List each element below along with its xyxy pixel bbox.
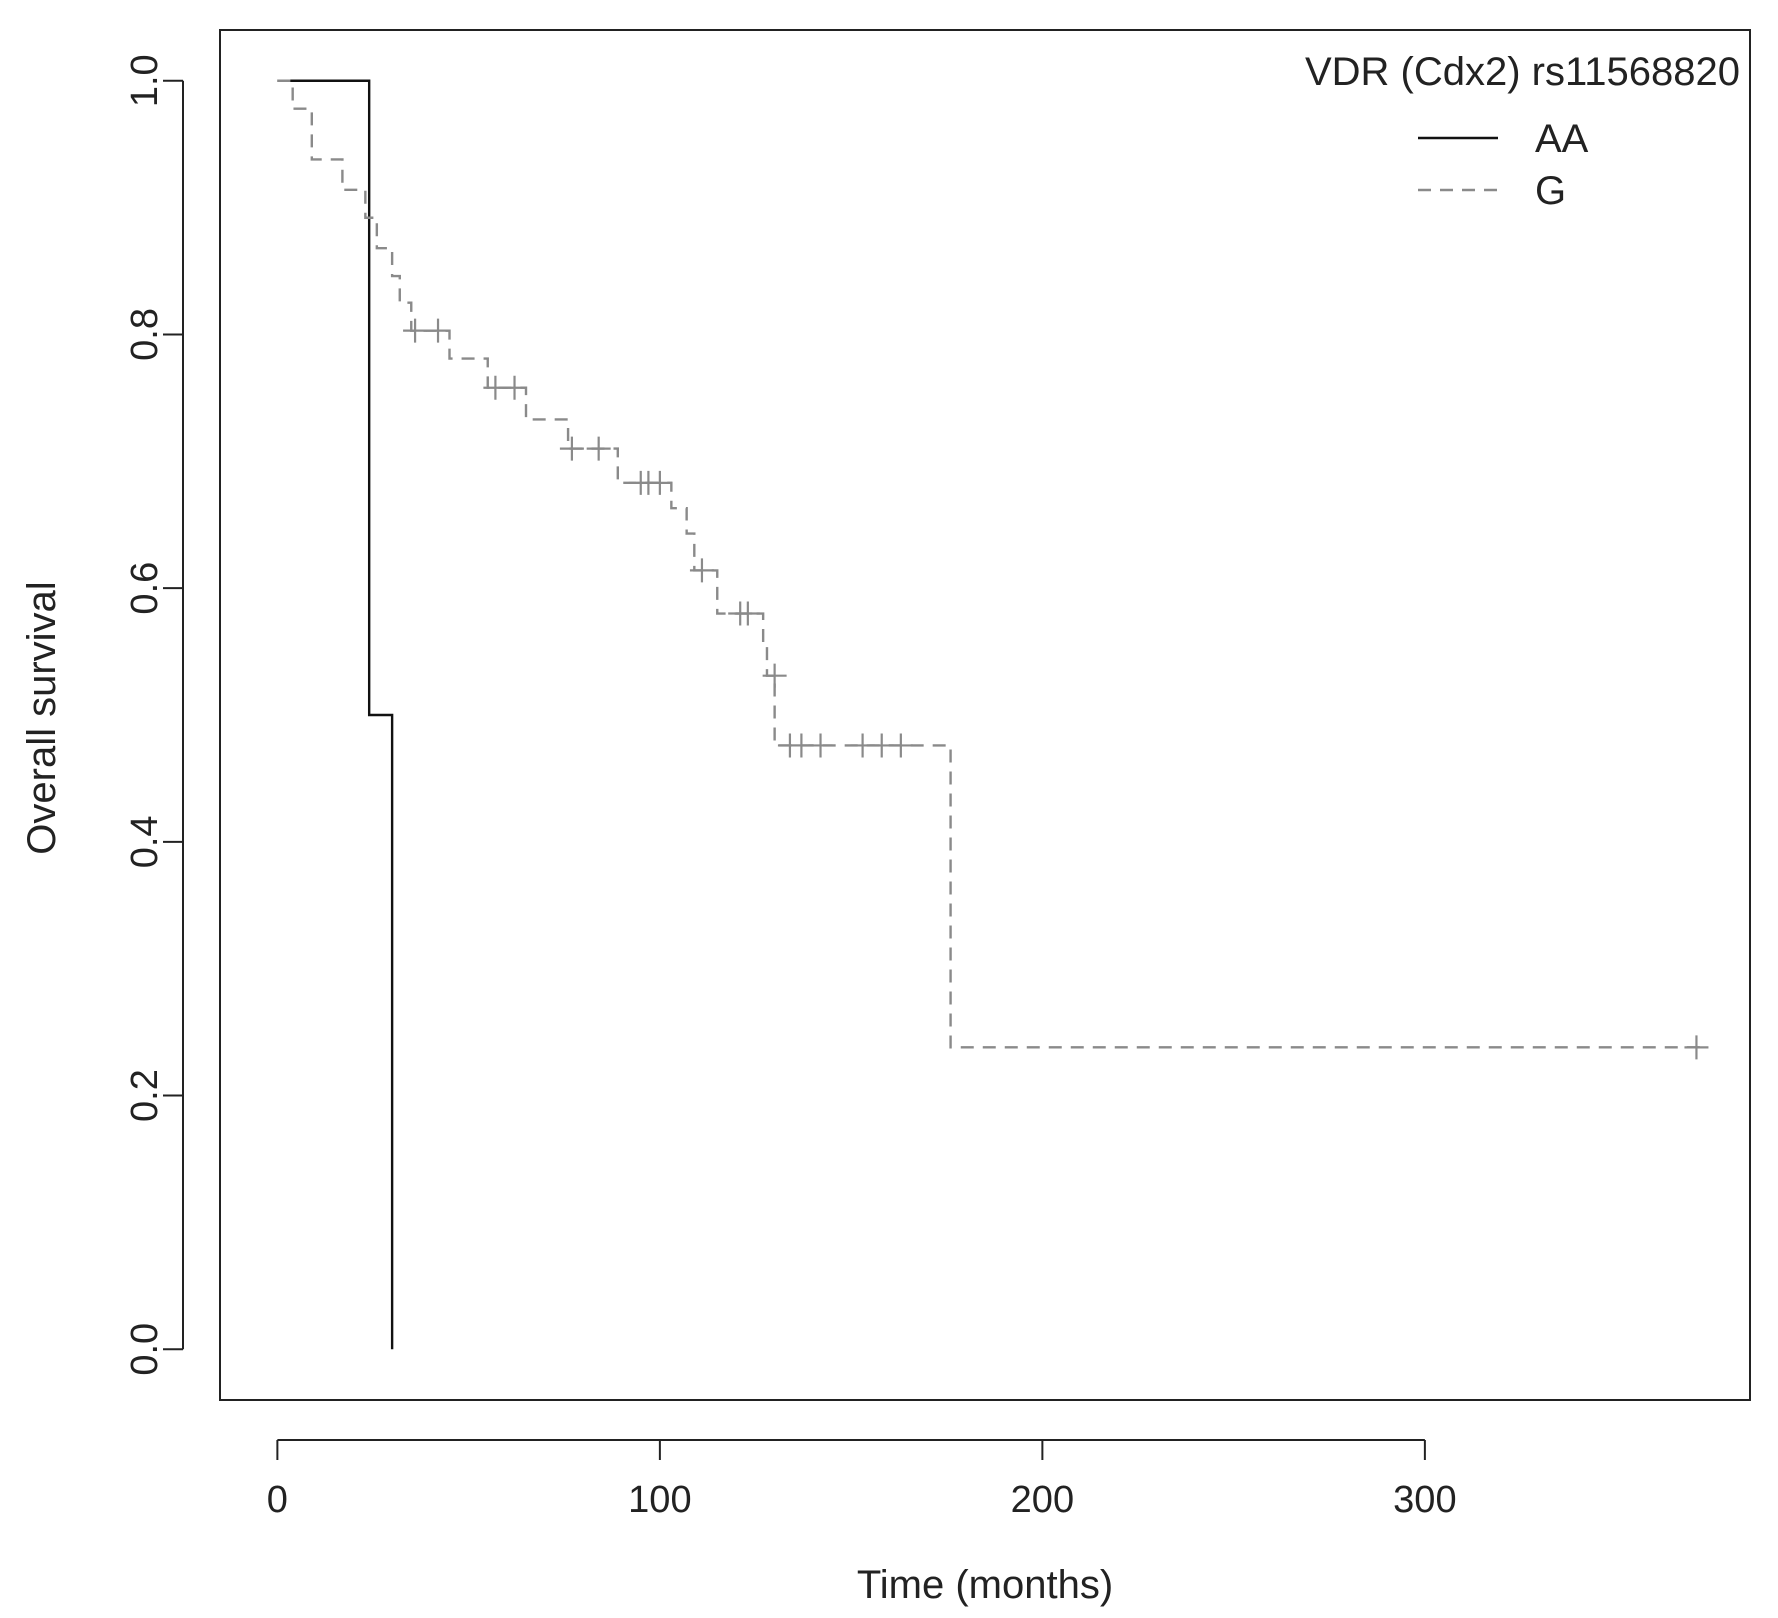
legend-label-g: G (1535, 169, 1566, 213)
censor-mark (502, 375, 527, 400)
series-layer (277, 79, 1709, 1350)
y-tick-label: 0.8 (124, 308, 166, 361)
censor-mark (808, 733, 833, 758)
series-line-g (277, 79, 1701, 1049)
censor-mark (426, 318, 451, 343)
legend-label-aa: AA (1535, 117, 1589, 161)
y-tick-label: 0.2 (124, 1069, 166, 1122)
x-tick-label: 200 (1011, 1479, 1074, 1521)
plot-frame (219, 29, 1751, 1401)
censor-mark (647, 470, 672, 495)
y-tick-label: 0.4 (124, 815, 166, 868)
x-tick-label: 100 (628, 1479, 691, 1521)
censor-mark (735, 601, 760, 626)
series-g (277, 79, 1709, 1060)
censor-mark (559, 436, 584, 461)
y-tick-label: 0.6 (124, 562, 166, 615)
censor-mark (403, 318, 428, 343)
censor-mark (762, 663, 787, 688)
series-aa (277, 79, 394, 1350)
legend: VDR (Cdx2) rs11568820 AA G (1305, 50, 1740, 213)
y-tick-label: 0.0 (124, 1323, 166, 1376)
censor-mark (586, 436, 611, 461)
x-axis-label: Time (months) (857, 1563, 1113, 1607)
x-tick-label: 300 (1393, 1479, 1456, 1521)
series-line-aa (277, 79, 394, 1350)
axes: 0 100 200 300 0.0 0.2 0.4 0.6 0.8 1.0 (124, 54, 1457, 1521)
x-tick-label: 0 (267, 1479, 288, 1521)
y-axis-label: Overall survival (20, 581, 64, 854)
censor-mark (689, 558, 714, 583)
censor-mark (1684, 1035, 1709, 1060)
y-tick-label: 1.0 (124, 54, 166, 107)
legend-title: VDR (Cdx2) rs11568820 (1305, 50, 1740, 94)
censor-mark (888, 733, 913, 758)
